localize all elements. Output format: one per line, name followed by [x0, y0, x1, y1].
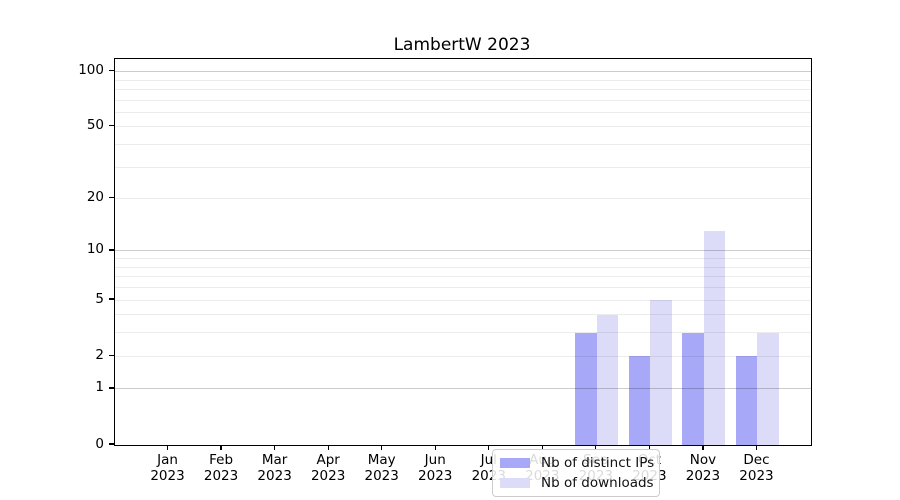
x-tick-mark: [434, 445, 436, 450]
x-tick-mark: [648, 445, 650, 450]
bar-dec-distinct-ips: [735, 356, 758, 445]
x-tick-label: Nov 2023: [685, 452, 721, 484]
bar-nov-distinct-ips: [682, 332, 704, 445]
x-tick-mark: [274, 445, 276, 450]
y-tick-mark: [109, 387, 114, 389]
y-tick-mark: [109, 125, 114, 127]
legend-label-distinct-ips: Nb of distinct IPs: [541, 455, 655, 471]
chart-title: LambertW 2023: [393, 35, 531, 55]
x-tick-label: Jun 2023: [418, 452, 453, 484]
y-tick-label: 1: [95, 379, 104, 396]
bar-sep-distinct-ips: [575, 332, 597, 445]
bar-oct-distinct-ips: [628, 356, 651, 445]
x-tick-mark: [381, 445, 383, 450]
legend-label-downloads: Nb of downloads: [541, 475, 654, 491]
y-tick-label: 100: [78, 62, 104, 79]
legend-item-distinct-ips: Nb of distinct IPs: [500, 455, 655, 471]
bars-layer: [115, 59, 811, 445]
x-tick-mark: [220, 445, 222, 450]
y-tick-mark: [109, 249, 114, 251]
x-tick-label: May 2023: [364, 452, 399, 484]
bar-nov-downloads: [703, 231, 726, 445]
x-tick-mark: [702, 445, 704, 450]
y-tick-mark: [109, 443, 114, 445]
x-tick-mark: [595, 445, 597, 450]
y-tick-mark: [109, 354, 114, 356]
x-tick-mark: [541, 445, 543, 450]
x-tick-mark: [166, 445, 169, 450]
y-tick-label: 20: [86, 189, 104, 206]
legend-item-downloads: Nb of downloads: [500, 475, 654, 491]
x-tick-label: Jan 2023: [150, 452, 185, 484]
x-tick-label: Mar 2023: [257, 452, 292, 484]
x-tick-mark: [755, 445, 758, 450]
bar-oct-downloads: [650, 300, 672, 445]
bar-dec-downloads: [757, 332, 779, 445]
x-tick-label: Feb 2023: [203, 452, 239, 484]
x-tick-mark: [327, 445, 329, 450]
legend-swatch-downloads-icon: [500, 478, 530, 488]
plot-area: Nb of distinct IPs Nb of downloads: [114, 58, 812, 497]
y-tick-mark: [109, 197, 114, 199]
y-tick-mark: [109, 298, 114, 300]
bar-sep-downloads: [596, 314, 619, 445]
y-tick-label: 0: [95, 435, 104, 452]
y-tick-label: 5: [95, 290, 104, 307]
legend: Nb of distinct IPs Nb of downloads: [492, 449, 660, 497]
y-tick-label: 2: [95, 346, 104, 363]
x-tick-label: Apr 2023: [310, 452, 346, 484]
y-tick-label: 10: [86, 241, 104, 258]
x-tick-label: Dec 2023: [739, 452, 774, 484]
x-tick-mark: [488, 445, 490, 450]
y-tick-mark: [109, 69, 114, 72]
y-tick-label: 50: [86, 117, 104, 134]
legend-swatch-distinct-ips-icon: [500, 458, 530, 468]
